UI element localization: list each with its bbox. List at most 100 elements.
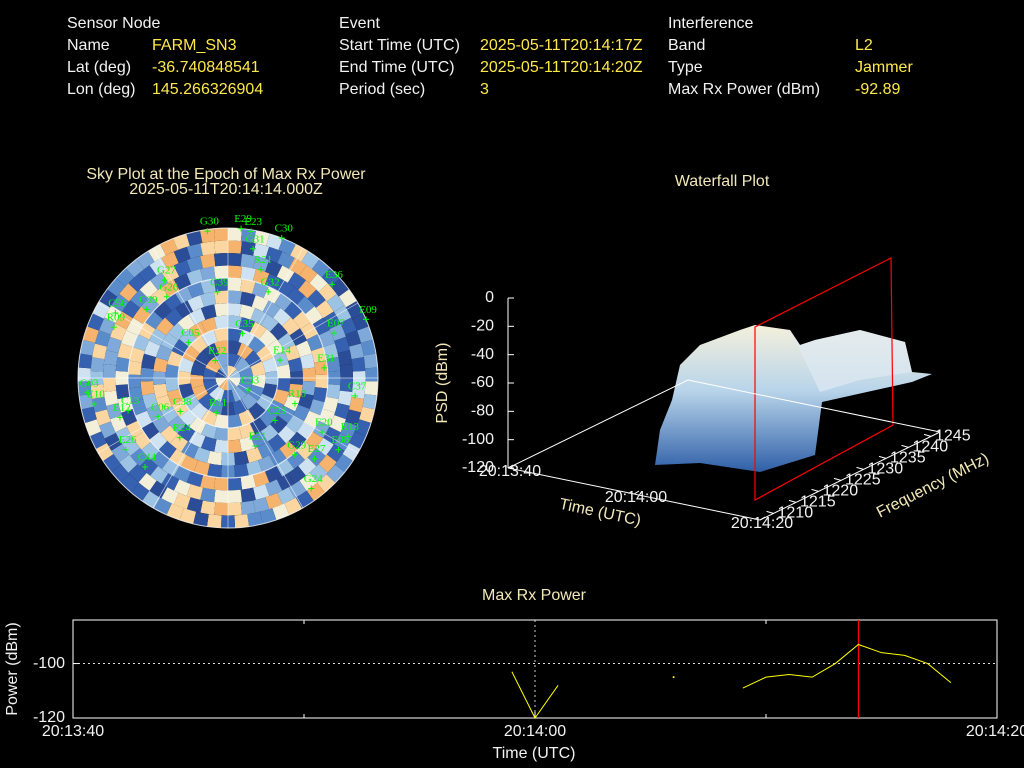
heatmap-cell bbox=[330, 278, 349, 297]
heatmap-cell bbox=[106, 336, 122, 353]
satellite-label: R21 bbox=[254, 254, 272, 266]
heatmap-cell bbox=[193, 460, 210, 476]
heatmap-cell bbox=[298, 393, 314, 410]
heatmap-cell bbox=[215, 369, 228, 378]
heatmap-cell bbox=[273, 350, 289, 367]
heatmap-cell bbox=[142, 393, 158, 410]
field-label: Lon (deg) bbox=[67, 81, 136, 98]
satellite-label: R09 bbox=[107, 312, 126, 324]
field-value: 2025-05-11T20:14:17Z bbox=[480, 37, 643, 54]
heatmap-cell bbox=[79, 394, 94, 410]
satellite-marker bbox=[142, 463, 149, 470]
heatmap-cell bbox=[326, 293, 345, 312]
satellite-marker bbox=[239, 330, 246, 337]
heatmap-cell bbox=[169, 434, 188, 452]
heatmap-cell bbox=[164, 308, 183, 327]
heatmap-cell bbox=[315, 374, 328, 389]
heatmap-cell bbox=[246, 460, 263, 476]
heatmap-cell bbox=[287, 272, 306, 291]
heatmap-cell bbox=[277, 425, 296, 444]
y-tick bbox=[833, 477, 842, 481]
heatmap-cell bbox=[214, 278, 228, 292]
satellite-label: C30 bbox=[275, 222, 294, 234]
heatmap-cell bbox=[178, 357, 194, 373]
satellite-label: C56 bbox=[108, 298, 127, 310]
heatmap-cell bbox=[115, 311, 133, 330]
heatmap-cell bbox=[276, 473, 295, 491]
heatmap-cell bbox=[78, 353, 93, 369]
heatmap-cell bbox=[189, 417, 207, 435]
heatmap-cell bbox=[84, 419, 102, 437]
heatmap-cell bbox=[186, 230, 203, 246]
heatmap-cell bbox=[194, 350, 212, 367]
satellite-marker bbox=[248, 228, 255, 235]
heatmap-cell bbox=[190, 361, 206, 376]
heatmap-cell bbox=[296, 421, 315, 440]
satellite-label: E20 bbox=[315, 417, 333, 429]
heatmap-cell bbox=[214, 303, 228, 317]
satellite-label: E29 bbox=[234, 213, 252, 225]
heatmap-cell bbox=[228, 413, 243, 428]
axis-line bbox=[687, 379, 941, 433]
heatmap-cell bbox=[200, 304, 217, 320]
heatmap-cell bbox=[188, 308, 206, 325]
x-tick-label: 20:14:20 bbox=[966, 723, 1024, 740]
heatmap-cell bbox=[228, 253, 242, 267]
heatmap-cell bbox=[228, 240, 242, 254]
heatmap-cell bbox=[78, 381, 92, 396]
heatmap-cell bbox=[240, 487, 256, 503]
power-point bbox=[672, 676, 675, 679]
section-title: Event bbox=[339, 15, 380, 32]
heatmap-cell bbox=[349, 343, 364, 360]
heatmap-cell bbox=[277, 487, 295, 505]
heatmap-cell bbox=[311, 259, 331, 278]
satellite-label: G32 bbox=[261, 276, 280, 288]
heatmap-cell bbox=[340, 317, 357, 335]
heatmap-cell bbox=[141, 441, 160, 461]
satellite-label: E09 bbox=[359, 304, 377, 316]
x-tick-label: 20:13:40 bbox=[42, 723, 104, 740]
heatmap-cell bbox=[228, 477, 243, 491]
heatmap-cell bbox=[161, 265, 180, 283]
heatmap-cell bbox=[240, 500, 256, 515]
heatmap-cell bbox=[166, 503, 184, 520]
heatmap-cell bbox=[277, 251, 295, 269]
heatmap-cell bbox=[292, 404, 310, 422]
heatmap-cell bbox=[276, 265, 295, 283]
satellite-marker bbox=[330, 330, 337, 337]
heatmap-cell bbox=[274, 293, 293, 311]
field-value: 145.266326904 bbox=[152, 81, 263, 98]
z-tick-label: -60 bbox=[471, 374, 494, 391]
heatmap-cell bbox=[139, 280, 158, 299]
satellite-marker bbox=[250, 245, 257, 252]
heatmap-cell bbox=[240, 474, 256, 490]
heatmap-cell bbox=[240, 278, 256, 294]
heatmap-cell bbox=[249, 417, 267, 435]
heatmap-cell bbox=[208, 399, 224, 415]
heatmap-cell bbox=[265, 246, 283, 264]
heatmap-cell bbox=[200, 330, 218, 347]
heatmap-cell bbox=[128, 360, 142, 375]
field-label: Period (sec) bbox=[339, 81, 425, 98]
heatmap-cell bbox=[200, 253, 216, 269]
heatmap-cell bbox=[115, 426, 133, 445]
azimuth-spoke bbox=[227, 302, 359, 379]
heatmap-cell bbox=[140, 381, 155, 396]
heatmap-cell bbox=[187, 281, 204, 299]
field-label: Band bbox=[668, 37, 705, 54]
heatmap-cell bbox=[143, 340, 161, 358]
heatmap-cell bbox=[321, 268, 341, 287]
heatmap-cell bbox=[295, 490, 314, 509]
heatmap-cell bbox=[253, 484, 270, 500]
heatmap-cell bbox=[110, 415, 127, 433]
satellite-label: R13 bbox=[341, 421, 360, 433]
heatmap-cell bbox=[94, 409, 111, 426]
x-tick bbox=[507, 464, 514, 469]
satellite-marker bbox=[177, 408, 184, 415]
heatmap-cell bbox=[284, 301, 303, 320]
heatmap-cell bbox=[214, 489, 228, 503]
heatmap-cell bbox=[213, 328, 228, 343]
satellite-marker bbox=[291, 451, 298, 458]
heatmap-cell bbox=[150, 272, 169, 291]
heatmap-cell bbox=[239, 317, 256, 333]
